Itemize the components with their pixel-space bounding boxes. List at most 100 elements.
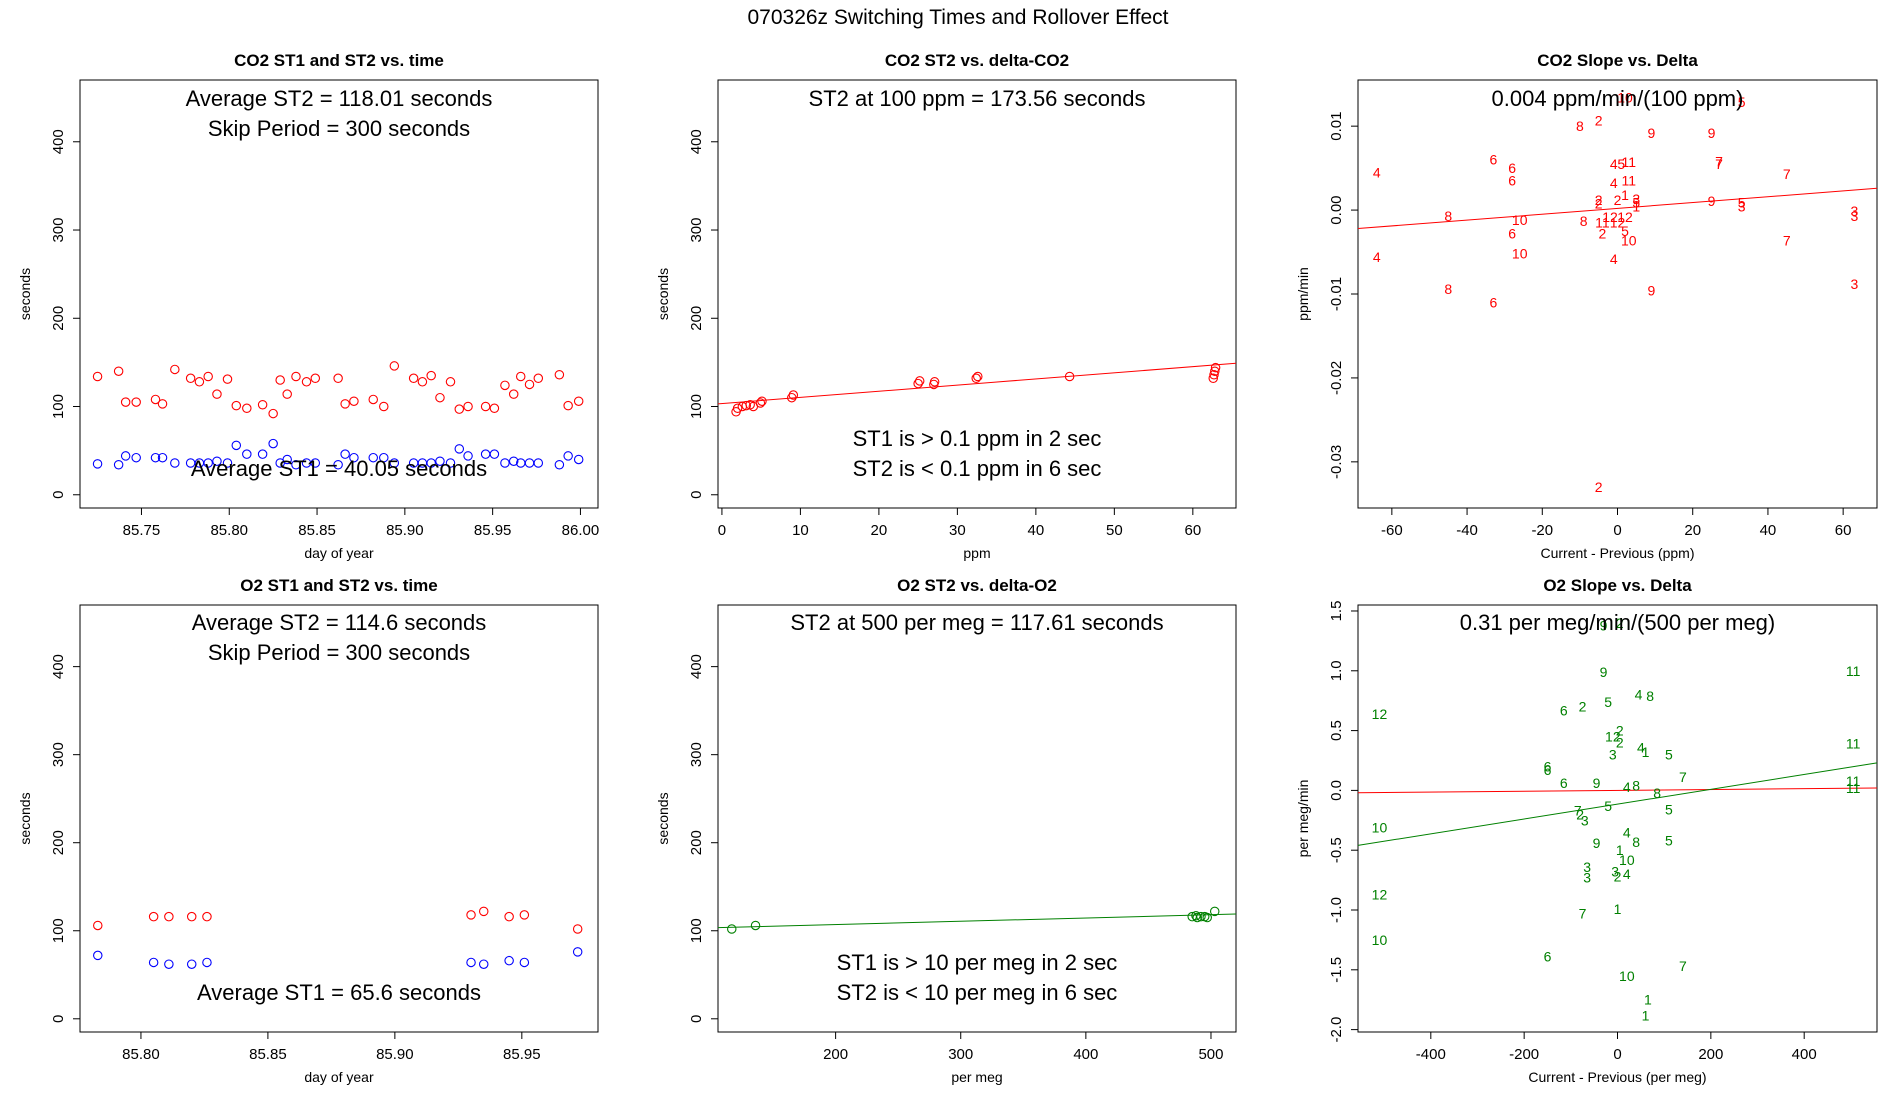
data-point-label: 5 (1604, 694, 1612, 710)
data-point-label: 9 (1593, 835, 1601, 851)
data-point (1208, 373, 1218, 384)
data-point-label: 11 (1846, 780, 1861, 796)
y-tick-label: 300 (50, 742, 67, 767)
data-point-label: 3 (1609, 747, 1617, 763)
y-tick-label: 0.00 (1328, 195, 1345, 224)
data-point (389, 458, 400, 468)
y-axis-label: ppm/min (1295, 267, 1311, 321)
y-tick-label: 100 (688, 918, 705, 943)
data-point (732, 403, 743, 414)
annotation: ST1 is > 10 per meg in 2 sec (837, 950, 1118, 975)
x-tick-label: 400 (1073, 1046, 1098, 1063)
data-point (1192, 912, 1202, 923)
data-point-label: 10 (1512, 212, 1528, 228)
data-point-label: 4 (1637, 739, 1645, 755)
data-point (572, 924, 583, 934)
y-tick-label: 100 (50, 918, 67, 943)
annotation: Skip Period = 300 seconds (208, 116, 470, 141)
data-point (186, 959, 197, 969)
data-point (524, 458, 535, 468)
data-point (185, 373, 196, 384)
fit-line (1357, 762, 1878, 846)
annotation: ST2 at 500 per meg = 117.61 seconds (790, 610, 1163, 635)
figure-title: 070326z Switching Times and Rollover Eff… (747, 6, 1168, 29)
data-point-label: 7 (1574, 803, 1582, 819)
data-point (92, 459, 103, 469)
x-tick-label: 20 (1684, 522, 1701, 539)
x-tick-label: 40 (1028, 522, 1045, 539)
data-point-label: 6 (1544, 762, 1552, 778)
data-point (333, 460, 343, 470)
annotation: ST2 is < 0.1 ppm in 6 sec (853, 456, 1102, 481)
data-point (157, 399, 168, 409)
x-tick-label: 85.90 (376, 1046, 414, 1063)
data-point (426, 458, 436, 468)
data-point (913, 378, 923, 389)
data-point (563, 400, 573, 411)
y-tick-label: 100 (50, 394, 67, 419)
data-point-label: 12 (1605, 729, 1621, 745)
data-point-label: 3 (1632, 191, 1640, 207)
x-tick-label: 20 (871, 522, 888, 539)
fit-line (1357, 187, 1878, 230)
panel-title: O2 ST2 vs. delta-O2 (897, 576, 1057, 595)
x-tick-label: 85.95 (474, 522, 512, 539)
data-point-label: 5 (1738, 94, 1746, 110)
data-point-label: 9 (1647, 125, 1655, 141)
data-point-label: 6 (1508, 160, 1516, 176)
data-point (242, 449, 252, 459)
y-tick-label: 1.5 (1328, 601, 1345, 622)
data-point (164, 911, 174, 922)
data-point-label: 12 (1617, 209, 1633, 225)
data-point (563, 451, 573, 461)
data-point-label: 8 (1580, 213, 1588, 229)
annotation: Average ST1 = 40.05 seconds (191, 456, 487, 481)
data-point-label: 10 (1619, 852, 1635, 868)
data-point-label: 6 (1489, 294, 1497, 310)
data-point-label: 12 (1372, 886, 1388, 902)
x-tick-label: 50 (1106, 522, 1123, 539)
data-point (275, 375, 285, 385)
data-point (533, 373, 544, 384)
data-point-label: 2 (1595, 192, 1603, 208)
data-point-label: 10 (1372, 819, 1388, 835)
data-point (445, 458, 456, 468)
data-point (340, 449, 350, 459)
data-point (515, 371, 526, 382)
x-tick-label: 85.85 (249, 1046, 287, 1063)
data-point (186, 911, 197, 922)
x-tick-label: 85.95 (503, 1046, 541, 1063)
data-point (573, 396, 584, 406)
data-point (480, 401, 491, 412)
data-point-label: 6 (1508, 173, 1516, 189)
data-point (426, 370, 436, 381)
data-point-label: 2 (1599, 226, 1607, 242)
data-point-label: 2 (1614, 192, 1622, 208)
data-point-label: 9 (1708, 125, 1716, 141)
annotation: ST1 is > 0.1 ppm in 2 sec (853, 426, 1102, 451)
x-tick-label: 0 (1613, 1046, 1621, 1063)
data-point-label: 6 (1544, 758, 1552, 774)
data-point (524, 379, 535, 390)
data-point-label: 10 (1621, 232, 1637, 248)
data-point (554, 369, 565, 380)
data-point (1210, 362, 1221, 373)
annotation: Average ST1 = 65.6 seconds (197, 980, 481, 1005)
data-point-label: 3 (1851, 208, 1859, 224)
x-tick-label: 60 (1835, 522, 1852, 539)
data-point-label: 7 (1579, 906, 1587, 922)
o2-st2-panel: O2 ST2 vs. delta-O2 per meg seconds 200 300 4… (655, 576, 1237, 1085)
data-point-label: 11 (1622, 154, 1637, 170)
data-point (242, 403, 252, 414)
data-point-label: 4 (1623, 824, 1631, 840)
data-point (170, 364, 180, 375)
panel-title: O2 ST1 and ST2 vs. time (240, 576, 437, 595)
data-point-label: 3 (1611, 864, 1619, 880)
data-point-label: 2 (1595, 112, 1603, 128)
data-point (202, 911, 212, 922)
data-point (508, 456, 519, 466)
x-tick-label: 86.00 (562, 522, 600, 539)
data-point (533, 458, 544, 468)
y-tick-label: -1.0 (1328, 897, 1345, 923)
data-point (478, 959, 489, 969)
